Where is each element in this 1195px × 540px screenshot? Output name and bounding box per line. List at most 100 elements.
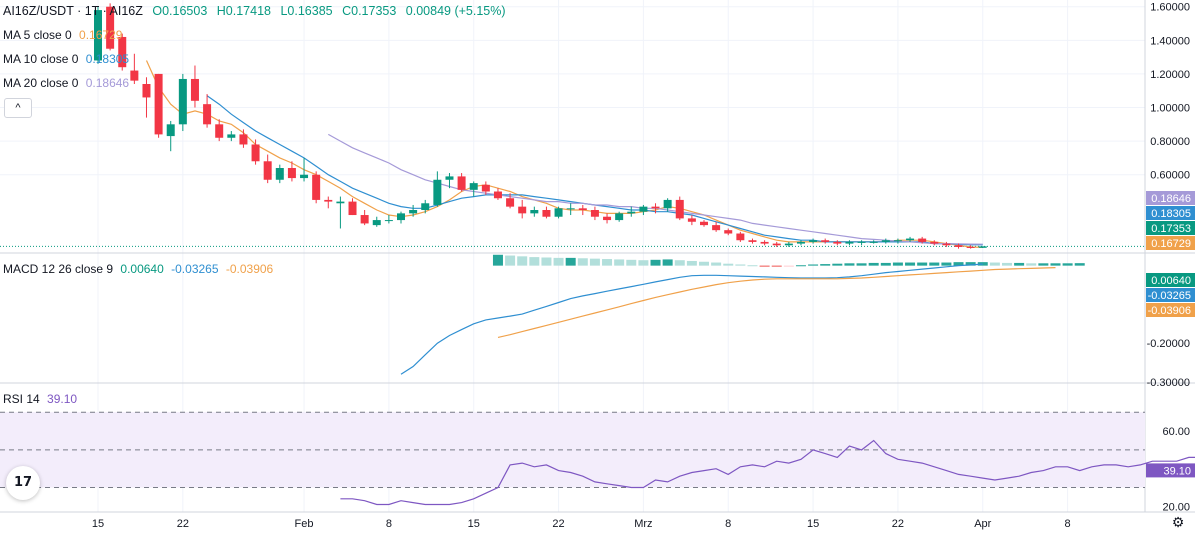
ma-line-2 xyxy=(206,95,983,246)
candle-body xyxy=(906,238,915,241)
macd-histogram-bar xyxy=(880,262,891,266)
x-tick-label: Apr xyxy=(974,518,991,530)
y-tick-label: 1.60000 xyxy=(1150,2,1190,14)
candle-body xyxy=(239,134,248,145)
collapse-legend-button[interactable]: ^ xyxy=(4,98,32,118)
candle-body xyxy=(651,206,660,209)
candle-body xyxy=(615,213,624,221)
macd-histogram-bar xyxy=(989,262,1000,266)
candle-body xyxy=(942,243,951,246)
time-axis[interactable]: 15 22 Feb 8 15 22 Mrz 8 15 22 Apr 8 xyxy=(92,518,1071,530)
candle-body xyxy=(954,245,963,247)
macd-histogram-bar xyxy=(965,262,976,266)
rsi-label-box xyxy=(1146,463,1195,478)
ma10-legend[interactable]: MA 10 close 0 0.18305 xyxy=(3,52,129,66)
rsi-band xyxy=(0,411,1145,489)
chevron-up-icon: ^ xyxy=(15,102,21,114)
x-tick-label: Feb xyxy=(295,518,314,530)
price-axis[interactable]: 1.60000 1.40000 1.20000 1.00000 0.80000 0.600… xyxy=(1146,2,1195,514)
macd-signal-value: -0.03906 xyxy=(225,262,274,276)
macd-histogram-bar xyxy=(589,258,600,266)
candle-body xyxy=(324,199,333,202)
candle-body xyxy=(215,124,224,138)
macd-histogram-bar xyxy=(1074,263,1085,266)
moving-average-lines xyxy=(145,60,983,248)
candle-body xyxy=(336,201,345,204)
macd-histogram-bar xyxy=(953,262,964,266)
macd-histogram-bar xyxy=(747,265,758,267)
macd-histogram-bar xyxy=(820,264,831,266)
x-tick-label: 8 xyxy=(725,518,731,530)
candle-body xyxy=(421,203,430,210)
price-label: 0.17353 xyxy=(1151,223,1191,235)
candle-body xyxy=(542,210,551,217)
candle-body xyxy=(300,174,309,179)
x-tick-label: 22 xyxy=(177,518,189,530)
rsi-legend[interactable]: RSI 14 39.10 xyxy=(3,392,77,406)
candle-body xyxy=(481,184,490,192)
tradingview-logo[interactable]: 17 xyxy=(6,466,40,500)
macd-histogram-bar xyxy=(638,260,649,266)
macd-y-tick: -0.20000 xyxy=(1147,338,1190,350)
x-tick-label: 8 xyxy=(386,518,392,530)
symbol-name[interactable]: AI16Z/USDT · 1T · AI16Z xyxy=(3,4,143,18)
macd-histogram-bar xyxy=(553,257,564,266)
candle-body xyxy=(203,104,212,125)
macd-line-value: -0.03265 xyxy=(171,262,219,276)
y-tick-label: 1.00000 xyxy=(1150,103,1190,115)
price-label: 0.16729 xyxy=(1151,238,1191,250)
macd-histogram-bar xyxy=(929,262,940,266)
macd-histogram-bar xyxy=(492,254,503,266)
macd-histogram-bar xyxy=(699,261,709,266)
macd-legend[interactable]: MACD 12 26 close 9 0.00640 -0.03265 -0.0… xyxy=(3,262,273,276)
candle-body xyxy=(675,199,684,219)
ma-line-1 xyxy=(145,60,983,248)
candle-body xyxy=(275,168,284,180)
ohlc-open: O0.16503 xyxy=(152,4,208,18)
candle-body xyxy=(578,208,587,210)
candle-body xyxy=(433,179,442,205)
gear-icon[interactable]: ⚙ xyxy=(1171,515,1185,531)
candle-body xyxy=(857,241,866,243)
ma10-value: 0.18305 xyxy=(85,52,130,66)
ohlc-low: L0.16385 xyxy=(280,4,333,18)
macd-histogram-bar xyxy=(686,260,697,266)
price-label-box xyxy=(1146,191,1195,205)
macd-price-label: 0.00640 xyxy=(1151,275,1191,287)
rsi-label: RSI 14 xyxy=(3,392,40,406)
candle-body xyxy=(142,84,151,98)
macd-histogram-bar xyxy=(1014,262,1025,266)
candle-body xyxy=(639,206,648,212)
candle-body xyxy=(130,70,139,81)
ma20-legend[interactable]: MA 20 close 0 0.18646 xyxy=(3,76,129,90)
candle-body xyxy=(178,78,187,125)
macd-histogram-bar xyxy=(541,257,552,266)
macd-price-label: -0.03265 xyxy=(1148,290,1191,302)
price-label-box xyxy=(1146,206,1195,220)
rsi-y-tick: 20.00 xyxy=(1162,501,1190,513)
macd-y-tick: -0.30000 xyxy=(1147,377,1190,389)
macd-histogram-bar xyxy=(783,265,794,267)
macd-histogram-bar xyxy=(517,256,528,266)
candle-body xyxy=(190,78,199,101)
macd-histogram-bar xyxy=(759,265,770,267)
rsi-y-tick: 60.00 xyxy=(1162,426,1190,438)
x-tick-label: Mrz xyxy=(634,518,652,530)
ma20-label: MA 20 close 0 xyxy=(3,76,79,90)
candle-body xyxy=(312,174,321,200)
candle-body xyxy=(966,246,975,248)
ma5-legend[interactable]: MA 5 close 0 0.16729 xyxy=(3,28,122,42)
candle-body xyxy=(94,10,102,61)
y-tick-label: 0.60000 xyxy=(1150,170,1190,182)
x-tick-label: 15 xyxy=(807,518,819,530)
macd-histogram-bar xyxy=(795,265,806,267)
candle-body xyxy=(251,144,260,162)
ma10-label: MA 10 close 0 xyxy=(3,52,79,66)
candle-body xyxy=(687,218,696,222)
macd-histogram-bar xyxy=(505,255,516,266)
macd-hist-value: 0.00640 xyxy=(120,262,164,276)
macd-histogram-bar xyxy=(1050,263,1061,266)
ma-line-3 xyxy=(328,133,983,245)
candle-body xyxy=(360,215,369,224)
